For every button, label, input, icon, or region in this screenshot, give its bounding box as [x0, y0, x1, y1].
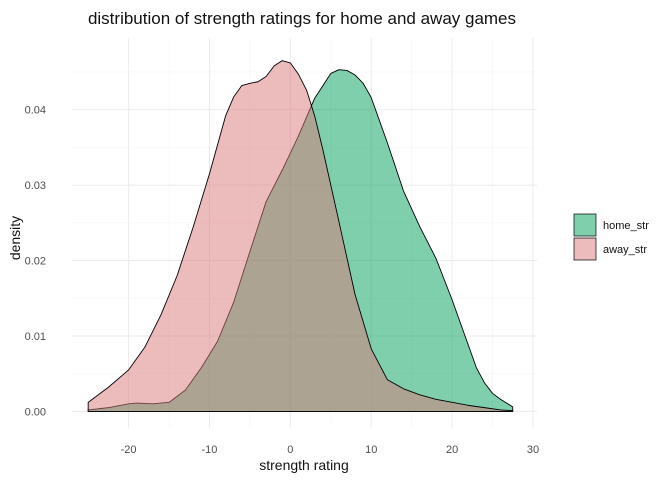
legend-label-away-str: away_str — [603, 244, 647, 256]
chart-title: distribution of strength ratings for hom… — [88, 9, 516, 28]
x-tick-label: 10 — [365, 444, 377, 456]
y-axis-ticks: 0.00 0.01 0.02 0.03 0.04 — [25, 105, 46, 419]
legend: home_str away_str — [573, 213, 649, 261]
series-areas — [87, 60, 514, 412]
density-area-away-str — [87, 60, 514, 412]
y-axis-title: density — [7, 216, 23, 260]
legend-label-home-str: home_str — [603, 220, 649, 232]
x-axis-ticks: -20 -10 0 10 20 30 — [121, 444, 539, 456]
y-tick-label: 0.03 — [25, 180, 46, 192]
y-tick-label: 0.00 — [25, 406, 46, 418]
legend-key-away-str — [573, 237, 597, 261]
y-tick-label: 0.04 — [25, 105, 46, 117]
x-tick-label: -20 — [121, 444, 137, 456]
x-tick-label: 0 — [287, 444, 293, 456]
x-tick-label: -10 — [202, 444, 218, 456]
x-axis-title: strength rating — [259, 457, 349, 473]
y-tick-label: 0.02 — [25, 256, 46, 268]
x-tick-label: 30 — [527, 444, 539, 456]
y-tick-label: 0.01 — [25, 331, 46, 343]
legend-key-home-str — [573, 213, 597, 237]
x-tick-label: 20 — [446, 444, 458, 456]
